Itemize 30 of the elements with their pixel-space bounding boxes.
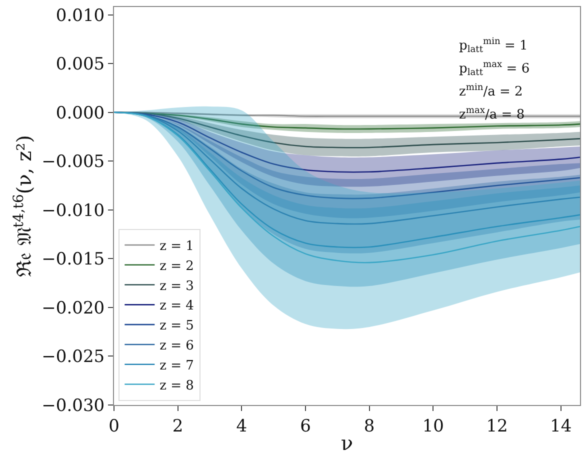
- x-tick-label: 14: [550, 416, 572, 436]
- legend-label: z = 7: [160, 358, 194, 374]
- legend-label: z = 4: [160, 298, 194, 314]
- y-tick-label: −0.020: [42, 298, 105, 318]
- y-tick-label: −0.030: [42, 396, 105, 416]
- annotation: z$^{max}$/a = 8: [459, 106, 525, 122]
- x-tick-label: 8: [364, 416, 375, 436]
- y-tick-label: −0.005: [42, 152, 105, 172]
- annotation: p$_{latt}$$^{min}$ = 1: [459, 37, 528, 56]
- x-tick-label: 10: [422, 416, 444, 436]
- legend-label: z = 8: [160, 378, 194, 394]
- annotation: z$^{min}$/a = 2: [459, 83, 523, 100]
- x-tick-label: 0: [108, 416, 120, 436]
- y-tick-label: −0.015: [42, 250, 105, 270]
- x-tick-label: 4: [236, 416, 248, 436]
- legend-label: z = 6: [160, 338, 194, 354]
- legend-label: z = 5: [160, 318, 194, 334]
- y-tick-label: −0.025: [42, 347, 105, 368]
- y-tick-label: 0.000: [56, 103, 105, 124]
- legend-label: z = 1: [160, 239, 194, 254]
- x-axis-title: ν: [340, 430, 354, 455]
- y-tick-label: 0.010: [56, 6, 105, 26]
- y-tick-label: −0.010: [42, 200, 105, 221]
- legend-label: z = 3: [160, 278, 194, 294]
- x-tick-label: 6: [300, 416, 311, 436]
- y-tick-label: 0.005: [56, 54, 105, 75]
- x-tick-label: 12: [486, 416, 508, 436]
- legend-label: z = 2: [160, 258, 194, 274]
- annotation: p$_{latt}$$^{max}$ = 6: [459, 60, 530, 78]
- x-tick-label: 2: [172, 416, 184, 436]
